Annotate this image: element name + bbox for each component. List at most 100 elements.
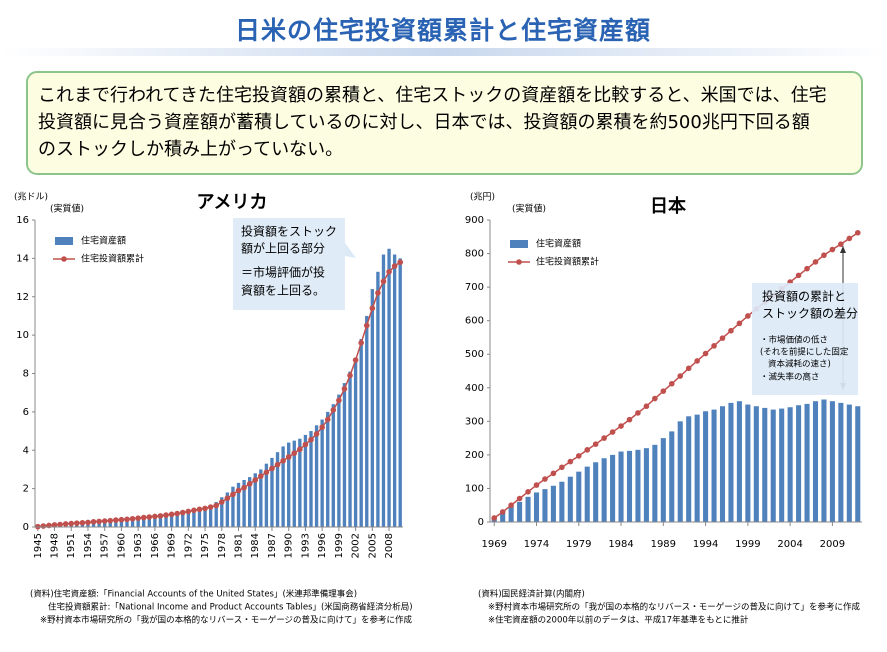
bar bbox=[601, 458, 607, 522]
y-tick-label: 500 bbox=[465, 349, 484, 360]
annotation-arrow bbox=[840, 246, 846, 253]
line-marker bbox=[804, 265, 810, 272]
line-marker bbox=[68, 520, 75, 527]
bar bbox=[326, 411, 330, 527]
line-marker bbox=[74, 520, 80, 526]
annotation-text: 資本減耗の速さ) bbox=[768, 359, 831, 370]
line-marker bbox=[179, 509, 186, 516]
line-marker bbox=[146, 514, 153, 520]
line-marker bbox=[854, 229, 861, 236]
bar bbox=[342, 383, 347, 527]
bar bbox=[208, 504, 213, 527]
bar bbox=[387, 248, 391, 527]
bar bbox=[626, 450, 633, 522]
y-tick-label: 600 bbox=[465, 316, 484, 327]
bar bbox=[353, 358, 358, 527]
bar bbox=[136, 518, 140, 527]
line-marker bbox=[207, 504, 214, 510]
bar bbox=[660, 438, 666, 522]
bar bbox=[142, 517, 146, 527]
x-tick-label: 1972 bbox=[183, 533, 194, 558]
bar bbox=[236, 482, 241, 527]
bar bbox=[567, 476, 573, 522]
bar bbox=[508, 506, 514, 522]
line-marker bbox=[508, 502, 514, 509]
bar bbox=[821, 399, 827, 522]
line-marker bbox=[258, 473, 264, 479]
bar bbox=[309, 431, 313, 527]
bar bbox=[711, 409, 717, 522]
x-tick-label: 1974 bbox=[524, 539, 549, 550]
bar bbox=[593, 462, 599, 522]
x-tick-label: 2002 bbox=[351, 533, 362, 558]
legend-swatch bbox=[510, 240, 528, 248]
x-tick-label: 2004 bbox=[777, 539, 802, 550]
line-marker bbox=[491, 515, 498, 521]
footnote: (資料)国民経済計算(内閣府) bbox=[478, 589, 585, 600]
bar bbox=[147, 517, 151, 527]
x-tick-label: 1979 bbox=[566, 539, 591, 550]
bar bbox=[298, 438, 302, 527]
y-tick-label: 12 bbox=[16, 292, 29, 303]
line-marker bbox=[79, 519, 86, 526]
bar bbox=[119, 519, 124, 527]
bar bbox=[838, 402, 844, 522]
line-marker bbox=[380, 278, 387, 285]
x-tick-label: 1999 bbox=[334, 533, 345, 558]
bar bbox=[214, 502, 218, 527]
bar bbox=[337, 394, 341, 527]
line-marker bbox=[152, 513, 158, 520]
annotation-text: ・市場価値の低さ bbox=[760, 335, 828, 346]
x-tick-label: 1989 bbox=[651, 539, 676, 550]
annotation-text: (それを前提にした固定 bbox=[760, 347, 849, 358]
line-marker bbox=[124, 516, 130, 523]
y-unit-label: (兆ドル) bbox=[14, 192, 48, 203]
line-marker bbox=[812, 259, 819, 265]
summary-box bbox=[26, 71, 863, 175]
bar bbox=[703, 411, 709, 522]
footnote: ※住宅資産額の2000年以前のデータは、平成17年基準をもとに推計 bbox=[488, 615, 749, 626]
bar bbox=[169, 514, 174, 527]
y-tick-label: 14 bbox=[16, 253, 29, 264]
bar bbox=[186, 511, 191, 527]
x-tick-label: 1978 bbox=[217, 533, 228, 558]
bar bbox=[652, 444, 658, 522]
annotation-box bbox=[752, 283, 858, 395]
bar bbox=[225, 492, 230, 527]
bar bbox=[381, 254, 386, 527]
bar bbox=[348, 371, 352, 527]
line-marker bbox=[736, 320, 743, 327]
x-tick-label: 1996 bbox=[317, 533, 328, 558]
bar bbox=[550, 485, 556, 522]
line-marker bbox=[107, 517, 114, 524]
bar bbox=[392, 254, 397, 527]
line-marker bbox=[101, 518, 108, 524]
bar bbox=[114, 520, 118, 527]
bar bbox=[376, 271, 380, 527]
footnote: 住宅投資額累計:「National Income and Product Acc… bbox=[48, 602, 413, 613]
line-marker bbox=[559, 464, 565, 471]
line-marker bbox=[62, 521, 69, 527]
annotation-text: 投資額をストック bbox=[241, 224, 337, 239]
bar bbox=[292, 440, 296, 527]
line-marker bbox=[90, 519, 97, 525]
footnote: ※野村資本市場研究所の「我が国の本格的なリバース・モーゲージの普及に向けて」を参… bbox=[40, 615, 413, 626]
annotation-text: 資額を上回る。 bbox=[241, 284, 325, 298]
bar bbox=[787, 407, 793, 522]
line-marker bbox=[386, 269, 392, 275]
x-tick-label: 1954 bbox=[83, 533, 94, 558]
x-tick-label: 1945 bbox=[33, 533, 44, 558]
bar bbox=[584, 466, 590, 522]
y-tick-label: 16 bbox=[16, 215, 29, 226]
line-marker bbox=[336, 397, 342, 404]
bar bbox=[829, 401, 835, 522]
chart-title: アメリカ bbox=[196, 192, 267, 213]
bar bbox=[500, 511, 506, 522]
line-marker bbox=[297, 446, 303, 453]
y-tick-label: 0 bbox=[478, 517, 484, 528]
line-marker bbox=[285, 454, 292, 460]
bar bbox=[686, 416, 692, 522]
x-tick-label: 2009 bbox=[820, 539, 845, 550]
title-band bbox=[0, 48, 887, 56]
